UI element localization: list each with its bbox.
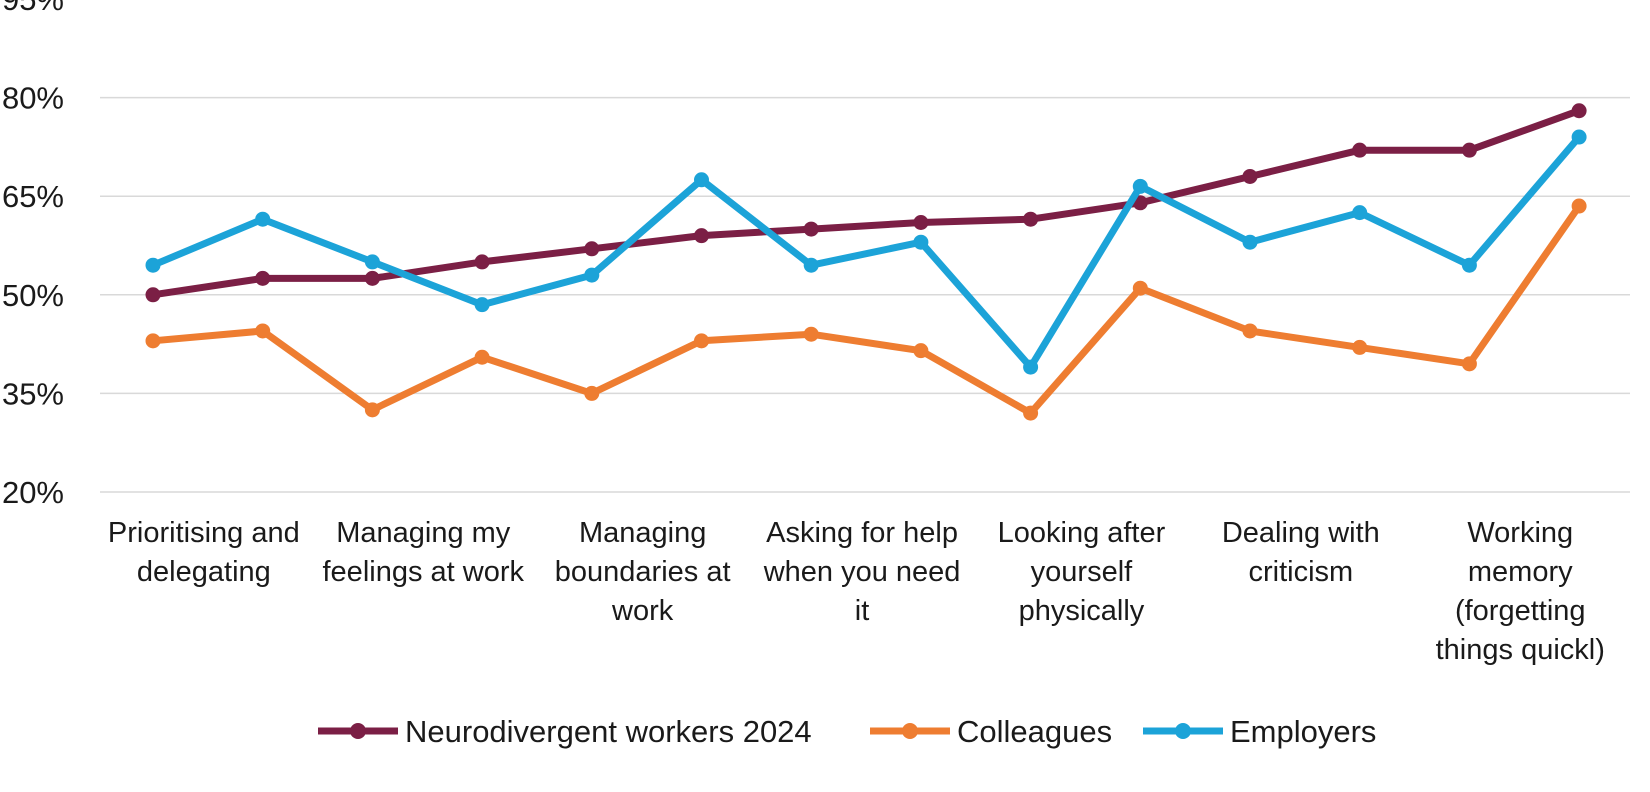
data-point bbox=[364, 402, 380, 418]
legend: Neurodivergent workers 2024 Colleagues Emp… bbox=[318, 714, 1376, 749]
data-point bbox=[1023, 211, 1039, 227]
legend-item: Neurodivergent workers 2024 bbox=[318, 714, 812, 749]
x-tick-label-line: yourself bbox=[1031, 556, 1133, 588]
y-tick-label: 65% bbox=[2, 179, 64, 214]
data-point bbox=[364, 254, 380, 270]
x-tick-label: Looking after yourself physically bbox=[998, 517, 1166, 627]
x-tick-label-line: Dealing with bbox=[1222, 517, 1380, 549]
x-tick-label-line: Working bbox=[1467, 517, 1573, 549]
data-point bbox=[1571, 103, 1587, 119]
data-point bbox=[803, 221, 819, 237]
x-tick-label-line: work bbox=[611, 595, 674, 627]
legend-label: Neurodivergent workers 2024 bbox=[405, 714, 812, 749]
data-point bbox=[913, 234, 929, 250]
y-tick-label: 95% bbox=[2, 0, 64, 17]
x-tick-label: Working memory (forgetting things quickl) bbox=[1436, 517, 1605, 666]
series-line bbox=[149, 133, 1583, 371]
data-point bbox=[255, 270, 271, 286]
data-point bbox=[694, 172, 709, 188]
data-point bbox=[364, 270, 380, 286]
series-2 bbox=[145, 129, 1587, 375]
legend-label: Employers bbox=[1230, 714, 1376, 749]
y-axis-labels: 20% 35% 50% 65% 80% 95% bbox=[2, 0, 64, 510]
y-tick-label: 80% bbox=[2, 81, 64, 116]
legend-item: Colleagues bbox=[870, 714, 1112, 749]
data-point bbox=[1352, 205, 1368, 221]
x-tick-label: Prioritising and delegating bbox=[108, 517, 300, 588]
data-point bbox=[694, 228, 709, 244]
series-1 bbox=[145, 198, 1587, 421]
data-point bbox=[1461, 142, 1477, 158]
data-point bbox=[1352, 339, 1368, 355]
data-point bbox=[803, 257, 819, 273]
data-point bbox=[584, 267, 600, 283]
legend-item: Employers bbox=[1143, 714, 1376, 749]
x-tick-label-line: boundaries at bbox=[555, 556, 731, 588]
data-point bbox=[474, 254, 490, 270]
data-point bbox=[1132, 178, 1148, 194]
data-point bbox=[1352, 142, 1368, 158]
y-tick-label: 50% bbox=[2, 278, 64, 313]
data-point bbox=[913, 214, 929, 230]
data-point bbox=[1023, 405, 1039, 421]
x-tick-label-line: Prioritising and bbox=[108, 517, 300, 549]
y-tick-label: 35% bbox=[2, 376, 64, 411]
data-point bbox=[474, 349, 490, 365]
x-tick-label-line: Looking after bbox=[998, 517, 1166, 549]
data-point bbox=[1571, 129, 1587, 145]
data-point bbox=[803, 326, 819, 342]
data-point bbox=[1132, 280, 1148, 296]
x-tick-label-line: delegating bbox=[137, 556, 271, 588]
x-tick-label: Managing boundaries at work bbox=[555, 517, 731, 627]
gridlines bbox=[100, 96, 1630, 493]
data-point bbox=[1571, 198, 1587, 214]
x-tick-label: Dealing with criticism bbox=[1222, 517, 1380, 588]
data-point bbox=[913, 343, 929, 359]
x-tick-label-line: Asking for help bbox=[766, 517, 958, 549]
x-tick-label-line: Managing bbox=[579, 517, 706, 549]
series-lines bbox=[145, 103, 1587, 421]
legend-swatch-marker bbox=[902, 723, 918, 739]
series-0 bbox=[145, 103, 1587, 303]
data-point bbox=[694, 333, 709, 349]
data-point bbox=[1242, 168, 1258, 184]
series-line bbox=[149, 202, 1583, 417]
data-point bbox=[1242, 234, 1258, 250]
data-point bbox=[474, 297, 490, 313]
x-tick-label-line: feelings at work bbox=[323, 556, 525, 588]
legend-swatch-marker bbox=[350, 723, 366, 739]
data-point bbox=[1242, 323, 1258, 339]
x-tick-label-line: memory bbox=[1468, 556, 1573, 588]
x-tick-label-line: Managing my bbox=[336, 517, 511, 549]
data-point bbox=[255, 323, 271, 339]
x-tick-label-line: physically bbox=[1019, 595, 1145, 627]
legend-swatch-marker bbox=[1175, 723, 1191, 739]
y-tick-label: 20% bbox=[2, 475, 64, 510]
x-tick-label-line: (forgetting bbox=[1455, 595, 1586, 627]
series-line bbox=[149, 107, 1583, 299]
data-point bbox=[584, 241, 600, 257]
data-point bbox=[145, 287, 161, 303]
data-point bbox=[584, 385, 600, 401]
data-point bbox=[1461, 356, 1477, 372]
x-tick-label: Asking for help when you need it bbox=[763, 517, 961, 627]
data-point bbox=[145, 333, 161, 349]
data-point bbox=[145, 257, 161, 273]
data-point bbox=[1023, 359, 1039, 375]
x-tick-label-line: when you need bbox=[763, 556, 961, 588]
x-tick-label-line: criticism bbox=[1248, 556, 1353, 588]
data-point bbox=[1461, 257, 1477, 273]
x-tick-label-line: things quickl) bbox=[1436, 634, 1605, 666]
x-tick-label: Managing my feelings at work bbox=[323, 517, 525, 588]
legend-label: Colleagues bbox=[957, 714, 1112, 749]
x-tick-label-line: it bbox=[855, 595, 870, 627]
data-point bbox=[255, 211, 271, 227]
x-axis-labels: Prioritising and delegating Managing my fee… bbox=[108, 517, 1605, 666]
